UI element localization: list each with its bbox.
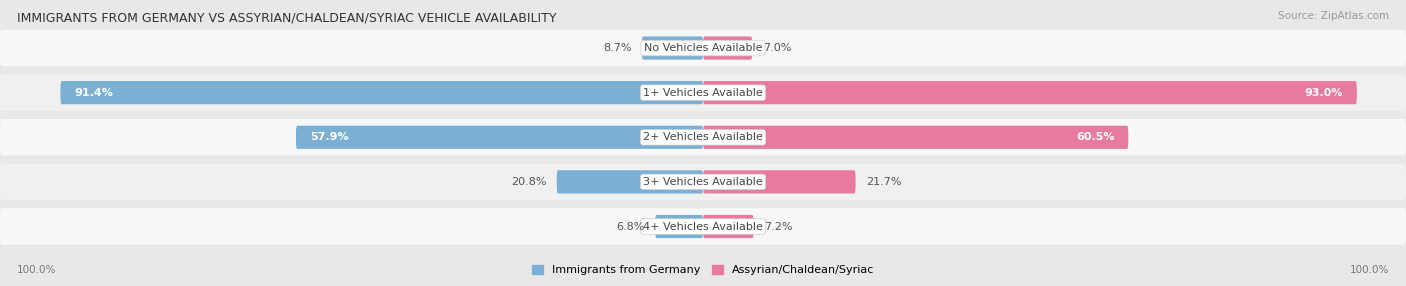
FancyBboxPatch shape [703, 170, 855, 194]
Text: IMMIGRANTS FROM GERMANY VS ASSYRIAN/CHALDEAN/SYRIAC VEHICLE AVAILABILITY: IMMIGRANTS FROM GERMANY VS ASSYRIAN/CHAL… [17, 11, 557, 24]
Text: 1+ Vehicles Available: 1+ Vehicles Available [643, 88, 763, 98]
Text: 57.9%: 57.9% [309, 132, 349, 142]
FancyBboxPatch shape [703, 36, 752, 60]
Text: 60.5%: 60.5% [1076, 132, 1115, 142]
FancyBboxPatch shape [703, 81, 1357, 104]
FancyBboxPatch shape [703, 215, 754, 238]
FancyBboxPatch shape [655, 215, 703, 238]
Text: 20.8%: 20.8% [510, 177, 546, 187]
FancyBboxPatch shape [0, 74, 1406, 111]
Text: 4+ Vehicles Available: 4+ Vehicles Available [643, 222, 763, 231]
FancyBboxPatch shape [643, 36, 703, 60]
FancyBboxPatch shape [0, 208, 1406, 245]
Text: 2+ Vehicles Available: 2+ Vehicles Available [643, 132, 763, 142]
Legend: Immigrants from Germany, Assyrian/Chaldean/Syriac: Immigrants from Germany, Assyrian/Chalde… [530, 263, 876, 278]
Text: 100.0%: 100.0% [1350, 265, 1389, 275]
FancyBboxPatch shape [0, 119, 1406, 156]
Text: 7.0%: 7.0% [762, 43, 792, 53]
Text: 7.2%: 7.2% [765, 222, 793, 231]
Text: 100.0%: 100.0% [17, 265, 56, 275]
Text: 6.8%: 6.8% [616, 222, 644, 231]
Text: Source: ZipAtlas.com: Source: ZipAtlas.com [1278, 11, 1389, 21]
Text: 91.4%: 91.4% [75, 88, 114, 98]
Text: 93.0%: 93.0% [1305, 88, 1343, 98]
FancyBboxPatch shape [0, 30, 1406, 66]
FancyBboxPatch shape [60, 81, 703, 104]
FancyBboxPatch shape [297, 126, 703, 149]
FancyBboxPatch shape [0, 164, 1406, 200]
Text: 8.7%: 8.7% [603, 43, 631, 53]
Text: 3+ Vehicles Available: 3+ Vehicles Available [643, 177, 763, 187]
Text: 21.7%: 21.7% [866, 177, 901, 187]
FancyBboxPatch shape [703, 126, 1129, 149]
Text: No Vehicles Available: No Vehicles Available [644, 43, 762, 53]
FancyBboxPatch shape [557, 170, 703, 194]
